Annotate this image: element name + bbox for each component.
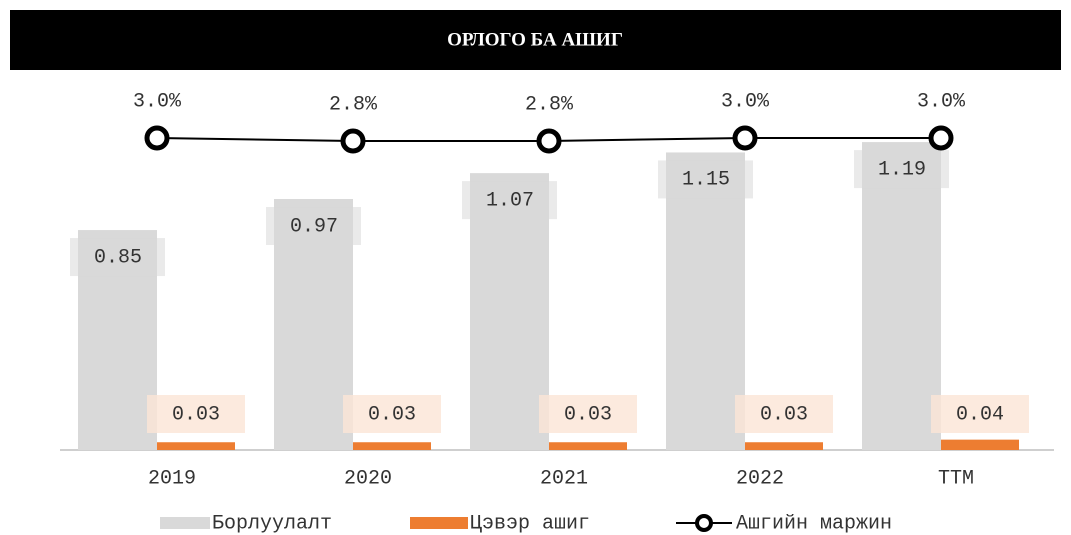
data-label: 1.07 xyxy=(486,189,534,212)
bar xyxy=(549,442,627,450)
x-tick-label: 2021 xyxy=(540,467,588,490)
line-marker xyxy=(536,128,562,154)
legend-label: Цэвэр ашиг xyxy=(470,512,590,535)
data-label: 3.0% xyxy=(917,90,966,113)
data-label-box xyxy=(658,160,753,199)
line-marker xyxy=(928,125,954,151)
data-label-box xyxy=(462,181,557,220)
data-label: 0.97 xyxy=(290,215,338,238)
line-marker xyxy=(340,128,366,154)
bar xyxy=(157,442,235,450)
legend-swatch xyxy=(695,514,713,532)
data-label: 2.8% xyxy=(525,93,574,116)
data-label-box xyxy=(854,150,949,189)
x-tick-label: 2019 xyxy=(148,467,196,490)
bar xyxy=(745,442,823,450)
bar xyxy=(941,439,1019,450)
data-label: 2.8% xyxy=(329,93,378,116)
bar xyxy=(353,442,431,450)
x-tick-label: TTM xyxy=(938,467,974,490)
data-label: 0.03 xyxy=(760,403,808,426)
data-label: 3.0% xyxy=(721,90,770,113)
legend-label: Ашгийн маржин xyxy=(736,512,892,535)
data-label-box xyxy=(266,207,361,246)
data-label: 0.03 xyxy=(564,403,612,426)
bar xyxy=(470,173,549,450)
data-label-box xyxy=(343,395,441,433)
x-tick-label: 2020 xyxy=(344,467,392,490)
data-label-box xyxy=(147,395,245,433)
bar xyxy=(666,152,745,450)
line-marker xyxy=(144,125,170,151)
data-label: 3.0% xyxy=(133,90,182,113)
data-label-box xyxy=(735,395,833,433)
legend-swatch xyxy=(410,517,468,529)
data-label: 0.04 xyxy=(956,403,1004,426)
chart-title: ОРЛОГО БА АШИГ xyxy=(447,29,623,50)
bar xyxy=(862,142,941,450)
data-label: 0.03 xyxy=(172,403,220,426)
legend-swatch xyxy=(160,517,210,529)
x-tick-label: 2022 xyxy=(736,467,784,490)
data-label-box xyxy=(931,395,1029,433)
title-bar xyxy=(10,10,1061,70)
data-label: 1.19 xyxy=(878,158,926,181)
data-label: 0.03 xyxy=(368,403,416,426)
data-label: 0.85 xyxy=(94,246,142,269)
legend-label: Борлуулалт xyxy=(212,512,332,535)
data-label-box xyxy=(70,238,165,277)
data-label-box xyxy=(539,395,637,433)
line-marker xyxy=(732,125,758,151)
data-label: 1.15 xyxy=(682,169,730,192)
